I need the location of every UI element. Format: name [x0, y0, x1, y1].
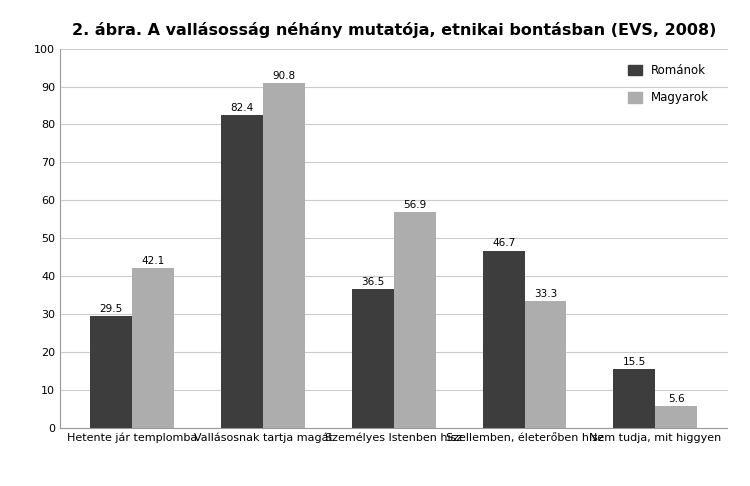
- Bar: [132, 268, 174, 428]
- Text: 15.5: 15.5: [622, 357, 646, 366]
- Text: 56.9: 56.9: [403, 200, 426, 210]
- Title: 2. ábra. A vallásosság néhány mutatója, etnikai bontásban (EVS, 2008): 2. ábra. A vallásosság néhány mutatója, …: [71, 22, 716, 38]
- Bar: [352, 289, 394, 428]
- Text: 82.4: 82.4: [230, 103, 254, 113]
- Text: 90.8: 90.8: [272, 71, 296, 81]
- Bar: [90, 316, 132, 428]
- Text: 29.5: 29.5: [100, 304, 123, 313]
- Text: 5.6: 5.6: [668, 394, 685, 404]
- Bar: [394, 212, 436, 428]
- Bar: [614, 369, 656, 428]
- Bar: [221, 115, 263, 428]
- Text: 46.7: 46.7: [492, 238, 515, 248]
- Text: 42.1: 42.1: [142, 256, 165, 266]
- Bar: [524, 301, 566, 428]
- Text: 33.3: 33.3: [534, 289, 557, 299]
- Bar: [263, 84, 305, 428]
- Bar: [483, 251, 524, 428]
- Legend: Románok, Magyarok: Románok, Magyarok: [622, 58, 715, 110]
- Text: 36.5: 36.5: [362, 277, 385, 287]
- Bar: [656, 406, 698, 428]
